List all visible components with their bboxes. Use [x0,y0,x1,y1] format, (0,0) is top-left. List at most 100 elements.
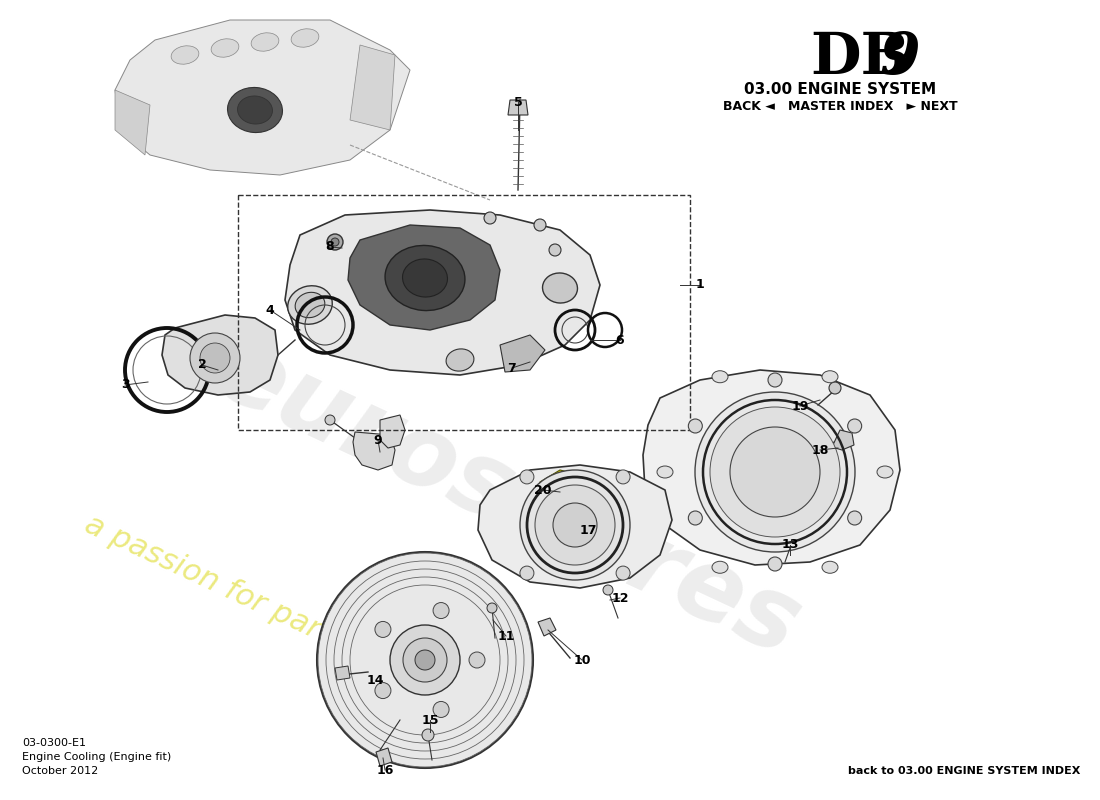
Ellipse shape [822,562,838,574]
Text: 03.00 ENGINE SYSTEM: 03.00 ENGINE SYSTEM [744,82,936,97]
Circle shape [433,702,449,718]
Text: 9: 9 [880,30,921,86]
Text: 7: 7 [507,362,516,374]
Ellipse shape [211,39,239,57]
Text: a passion for parts since 1985: a passion for parts since 1985 [80,510,510,730]
Text: 17: 17 [580,523,596,537]
Circle shape [768,557,782,571]
Ellipse shape [877,466,893,478]
Text: Engine Cooling (Engine fit): Engine Cooling (Engine fit) [22,752,172,762]
Circle shape [327,234,343,250]
Circle shape [200,343,230,373]
Text: back to 03.00 ENGINE SYSTEM INDEX: back to 03.00 ENGINE SYSTEM INDEX [848,766,1080,776]
Circle shape [710,407,840,537]
Text: 03-0300-E1: 03-0300-E1 [22,738,86,748]
Circle shape [695,392,855,552]
Circle shape [603,585,613,595]
Polygon shape [348,225,500,330]
Circle shape [415,650,434,670]
Ellipse shape [712,562,728,574]
Polygon shape [538,618,556,636]
Text: 6: 6 [616,334,625,346]
Text: 2: 2 [198,358,207,371]
Circle shape [768,373,782,387]
Polygon shape [116,90,150,155]
Circle shape [317,552,534,768]
Circle shape [549,244,561,256]
Polygon shape [478,465,672,588]
Polygon shape [353,432,395,470]
Text: 12: 12 [612,591,629,605]
Ellipse shape [288,286,332,324]
Text: 18: 18 [812,443,828,457]
Ellipse shape [238,96,273,124]
Circle shape [689,419,702,433]
Circle shape [520,566,534,580]
Ellipse shape [251,33,279,51]
Circle shape [616,566,630,580]
Circle shape [190,333,240,383]
Circle shape [375,622,390,638]
Text: 9: 9 [374,434,383,446]
Polygon shape [336,666,350,680]
Circle shape [520,470,534,484]
Polygon shape [376,748,392,766]
Text: 20: 20 [535,483,552,497]
Circle shape [730,427,820,517]
Text: DB: DB [810,30,910,86]
Circle shape [484,212,496,224]
Text: 3: 3 [121,378,130,391]
Circle shape [469,652,485,668]
Polygon shape [379,415,405,448]
Polygon shape [116,20,410,175]
Circle shape [403,638,447,682]
Polygon shape [554,505,600,540]
Polygon shape [285,210,600,375]
Text: 1: 1 [695,278,704,291]
Text: eurospares: eurospares [200,322,814,678]
Circle shape [324,415,336,425]
Circle shape [520,470,630,580]
Text: 5: 5 [514,95,522,109]
Circle shape [331,238,339,246]
Ellipse shape [295,292,324,318]
Text: 14: 14 [366,674,384,686]
Ellipse shape [712,370,728,382]
Circle shape [375,682,390,698]
Circle shape [848,419,861,433]
Text: BACK ◄   MASTER INDEX   ► NEXT: BACK ◄ MASTER INDEX ► NEXT [723,100,957,113]
Circle shape [829,382,842,394]
Text: 16: 16 [376,763,394,777]
Polygon shape [508,100,528,115]
Ellipse shape [542,273,578,303]
Ellipse shape [403,259,448,297]
Circle shape [553,503,597,547]
Circle shape [487,603,497,613]
Circle shape [689,511,702,525]
Circle shape [535,485,615,565]
Text: October 2012: October 2012 [22,766,98,776]
Ellipse shape [385,246,465,310]
Circle shape [616,470,630,484]
Polygon shape [644,370,900,565]
Circle shape [422,729,435,741]
Text: 4: 4 [265,303,274,317]
Text: 15: 15 [421,714,439,726]
Ellipse shape [228,87,283,133]
Ellipse shape [292,29,319,47]
Circle shape [390,625,460,695]
Text: 10: 10 [573,654,591,666]
Text: 11: 11 [497,630,515,642]
Polygon shape [350,45,395,130]
Polygon shape [162,315,278,395]
Circle shape [534,219,546,231]
Text: 8: 8 [326,241,334,254]
Ellipse shape [447,349,474,371]
Ellipse shape [172,46,199,64]
Polygon shape [500,335,544,372]
Polygon shape [832,430,854,450]
Text: 19: 19 [791,399,808,413]
Ellipse shape [657,466,673,478]
Circle shape [433,602,449,618]
Polygon shape [538,470,582,508]
